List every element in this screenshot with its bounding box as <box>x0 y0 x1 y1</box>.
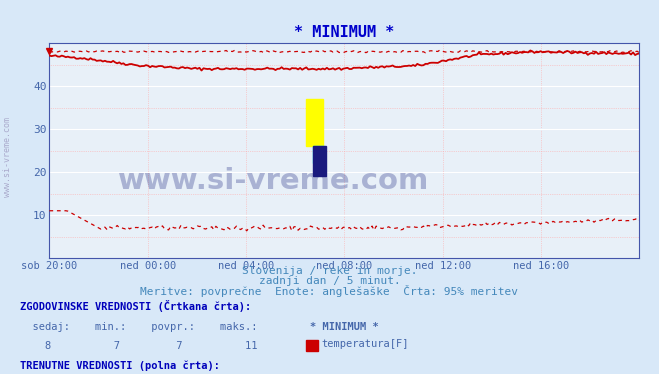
Text: ZGODOVINSKE VREDNOSTI (Črtkana črta):: ZGODOVINSKE VREDNOSTI (Črtkana črta): <box>20 300 251 312</box>
Text: 8          7         7          11: 8 7 7 11 <box>20 341 257 351</box>
Bar <box>313 146 324 163</box>
Text: www.si-vreme.com: www.si-vreme.com <box>118 167 429 194</box>
Text: sedaj:    min.:    povpr.:    maks.:: sedaj: min.: povpr.: maks.: <box>20 322 257 332</box>
Text: temperatura[F]: temperatura[F] <box>322 339 409 349</box>
Text: www.si-vreme.com: www.si-vreme.com <box>3 117 13 197</box>
Bar <box>306 340 318 351</box>
Bar <box>313 146 326 177</box>
Text: zadnji dan / 5 minut.: zadnji dan / 5 minut. <box>258 276 401 286</box>
Text: * MINIMUM *: * MINIMUM * <box>310 322 378 332</box>
Title: * MINIMUM *: * MINIMUM * <box>294 25 395 40</box>
Text: Slovenija / reke in morje.: Slovenija / reke in morje. <box>242 266 417 276</box>
Bar <box>306 99 322 146</box>
Text: TRENUTNE VREDNOSTI (polna črta):: TRENUTNE VREDNOSTI (polna črta): <box>20 360 219 371</box>
Text: Meritve: povprečne  Enote: anglešaške  Črta: 95% meritev: Meritve: povprečne Enote: anglešaške Črt… <box>140 285 519 297</box>
